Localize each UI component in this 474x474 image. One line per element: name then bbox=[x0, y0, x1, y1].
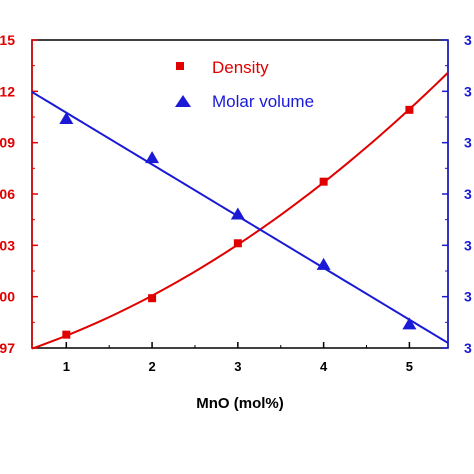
left-y-axis: 15 12 09 06 03 00 97 bbox=[0, 32, 38, 356]
left-y-tick-label: 15 bbox=[0, 32, 15, 48]
molar-volume-point bbox=[316, 257, 331, 270]
legend-density-marker bbox=[176, 62, 184, 70]
density-fit-line bbox=[31, 71, 449, 350]
molar-volume-point bbox=[402, 317, 417, 330]
x-axis: 1 2 3 4 5 bbox=[63, 342, 413, 374]
right-y-tick-label: 3 bbox=[464, 135, 472, 151]
density-point bbox=[148, 294, 157, 303]
x-tick-label: 5 bbox=[406, 359, 413, 374]
left-y-tick-label: 06 bbox=[0, 186, 15, 202]
right-y-tick-label: 3 bbox=[464, 83, 472, 99]
right-y-tick-label: 3 bbox=[464, 289, 472, 305]
right-y-tick-label: 3 bbox=[464, 32, 472, 48]
left-y-tick-label: 00 bbox=[0, 289, 15, 305]
legend-density-label: Density bbox=[212, 58, 269, 77]
series-layer bbox=[31, 71, 449, 350]
density-point bbox=[405, 105, 414, 114]
density-point bbox=[319, 177, 328, 186]
legend-molar-volume-label: Molar volume bbox=[212, 92, 314, 111]
plot-frame bbox=[31, 39, 449, 349]
right-y-tick-label: 3 bbox=[464, 186, 472, 202]
legend-molar-volume-marker bbox=[175, 95, 191, 107]
x-tick-label: 4 bbox=[320, 359, 328, 374]
molar-volume-point bbox=[59, 112, 74, 125]
density-point bbox=[62, 330, 71, 339]
x-tick-label: 3 bbox=[234, 359, 241, 374]
right-y-tick-label: 3 bbox=[464, 237, 472, 253]
right-y-axis: 3 3 3 3 3 3 3 bbox=[442, 32, 472, 356]
molar-volume-point bbox=[230, 207, 245, 220]
right-y-tick-label: 3 bbox=[464, 340, 472, 356]
x-tick-label: 1 bbox=[63, 359, 70, 374]
left-y-tick-label: 09 bbox=[0, 135, 15, 151]
legend: Density Molar volume bbox=[175, 58, 314, 111]
left-y-tick-label: 12 bbox=[0, 83, 15, 99]
plot-area bbox=[31, 39, 449, 349]
left-y-tick-label: 97 bbox=[0, 340, 15, 356]
molar-volume-point bbox=[145, 151, 160, 164]
density-point bbox=[233, 239, 242, 248]
x-axis-label: MnO (mol%) bbox=[196, 395, 284, 412]
left-y-tick-label: 03 bbox=[0, 237, 15, 253]
x-tick-label: 2 bbox=[148, 359, 155, 374]
